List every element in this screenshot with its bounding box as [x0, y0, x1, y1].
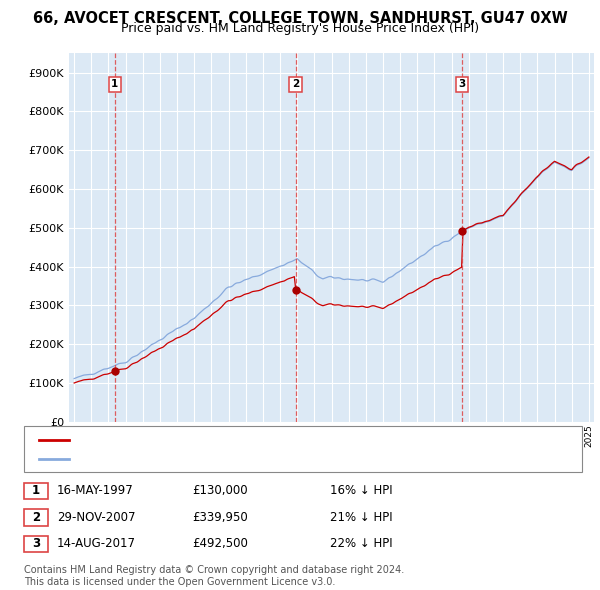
- Text: 3: 3: [32, 537, 40, 550]
- Text: 16% ↓ HPI: 16% ↓ HPI: [330, 484, 392, 497]
- Text: 66, AVOCET CRESCENT, COLLEGE TOWN, SANDHURST, GU47 0XW (detached house): 66, AVOCET CRESCENT, COLLEGE TOWN, SANDH…: [75, 435, 547, 445]
- Text: HPI: Average price, detached house, Bracknell Forest: HPI: Average price, detached house, Brac…: [75, 454, 371, 464]
- Text: Price paid vs. HM Land Registry's House Price Index (HPI): Price paid vs. HM Land Registry's House …: [121, 22, 479, 35]
- Text: 22% ↓ HPI: 22% ↓ HPI: [330, 537, 392, 550]
- Text: 14-AUG-2017: 14-AUG-2017: [57, 537, 136, 550]
- Text: £339,950: £339,950: [192, 511, 248, 524]
- Text: £492,500: £492,500: [192, 537, 248, 550]
- Text: 3: 3: [458, 79, 466, 89]
- Text: 2: 2: [32, 511, 40, 524]
- Text: 29-NOV-2007: 29-NOV-2007: [57, 511, 136, 524]
- Text: Contains HM Land Registry data © Crown copyright and database right 2024.
This d: Contains HM Land Registry data © Crown c…: [24, 565, 404, 587]
- Text: 2: 2: [292, 79, 299, 89]
- Text: 1: 1: [111, 79, 118, 89]
- Text: £130,000: £130,000: [192, 484, 248, 497]
- Text: 16-MAY-1997: 16-MAY-1997: [57, 484, 134, 497]
- Text: 1: 1: [32, 484, 40, 497]
- Text: 21% ↓ HPI: 21% ↓ HPI: [330, 511, 392, 524]
- Text: 66, AVOCET CRESCENT, COLLEGE TOWN, SANDHURST, GU47 0XW: 66, AVOCET CRESCENT, COLLEGE TOWN, SANDH…: [32, 11, 568, 25]
